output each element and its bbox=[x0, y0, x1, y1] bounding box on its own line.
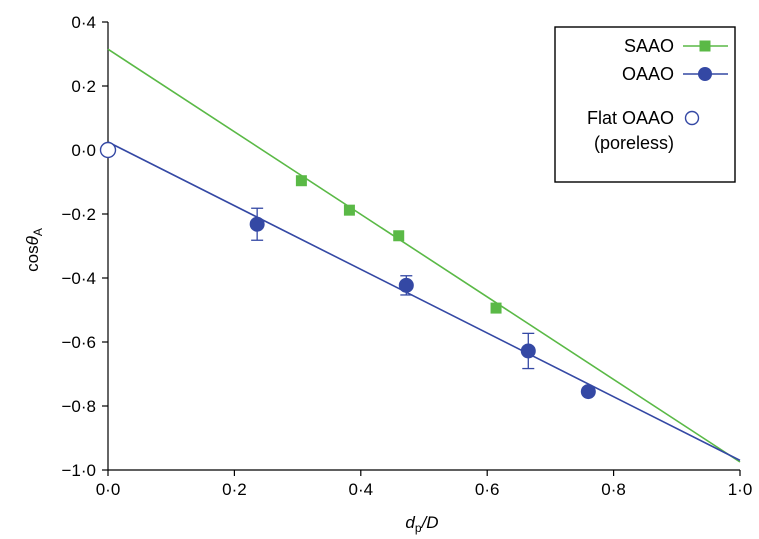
data-point-square bbox=[393, 230, 405, 242]
fit-line-square bbox=[107, 48, 741, 463]
legend-box bbox=[554, 26, 736, 183]
legend-marker-open-circle bbox=[684, 110, 700, 126]
plot-area bbox=[99, 48, 741, 463]
legend: SAAO OAAO Flat OAAO (poreless) bbox=[554, 26, 736, 183]
y-tick-label: 0·0 bbox=[71, 141, 96, 160]
data-point-square bbox=[295, 175, 307, 187]
data-point-square bbox=[490, 302, 502, 314]
data-point-circle bbox=[398, 277, 414, 293]
legend-marker-square bbox=[699, 40, 711, 52]
x-tick-label: 0·2 bbox=[222, 480, 247, 499]
y-tick-label: 0·4 bbox=[71, 13, 96, 32]
x-tick-label: 0·4 bbox=[349, 480, 374, 499]
y-tick-label: −0·4 bbox=[62, 269, 97, 288]
data-point-open-circle bbox=[99, 141, 117, 159]
data-point-circle bbox=[580, 384, 596, 400]
y-axis-title: cosθA bbox=[23, 228, 45, 272]
axes: 0·40·20·0−0·2−0·4−0·6−0·8−1·00·0 0·2 0·4 0·… bbox=[23, 13, 752, 535]
data-point-circle bbox=[249, 216, 265, 232]
fit-line-circle bbox=[107, 141, 741, 462]
legend-label: Flat OAAO bbox=[587, 108, 674, 128]
data-point-square bbox=[343, 204, 355, 216]
x-axis-title: dp/D bbox=[405, 513, 438, 535]
x-tick-label: 0·6 bbox=[475, 480, 500, 499]
x-tick-label: 0·0 bbox=[96, 480, 121, 499]
y-tick-label: −0·8 bbox=[62, 397, 97, 416]
x-tick-label: 0·8 bbox=[601, 480, 626, 499]
y-tick-label: −0·6 bbox=[62, 333, 97, 352]
y-tick-label: 0·2 bbox=[71, 77, 96, 96]
x-tick-label: 1·0 bbox=[728, 480, 753, 499]
legend-label: (poreless) bbox=[594, 133, 674, 153]
data-point-circle bbox=[520, 343, 536, 359]
legend-marker-circle bbox=[698, 67, 712, 81]
y-tick-label: −0·2 bbox=[62, 205, 97, 224]
y-tick-label: −1·0 bbox=[62, 461, 97, 480]
legend-label: SAAO bbox=[624, 36, 674, 56]
legend-label: OAAO bbox=[622, 64, 674, 84]
